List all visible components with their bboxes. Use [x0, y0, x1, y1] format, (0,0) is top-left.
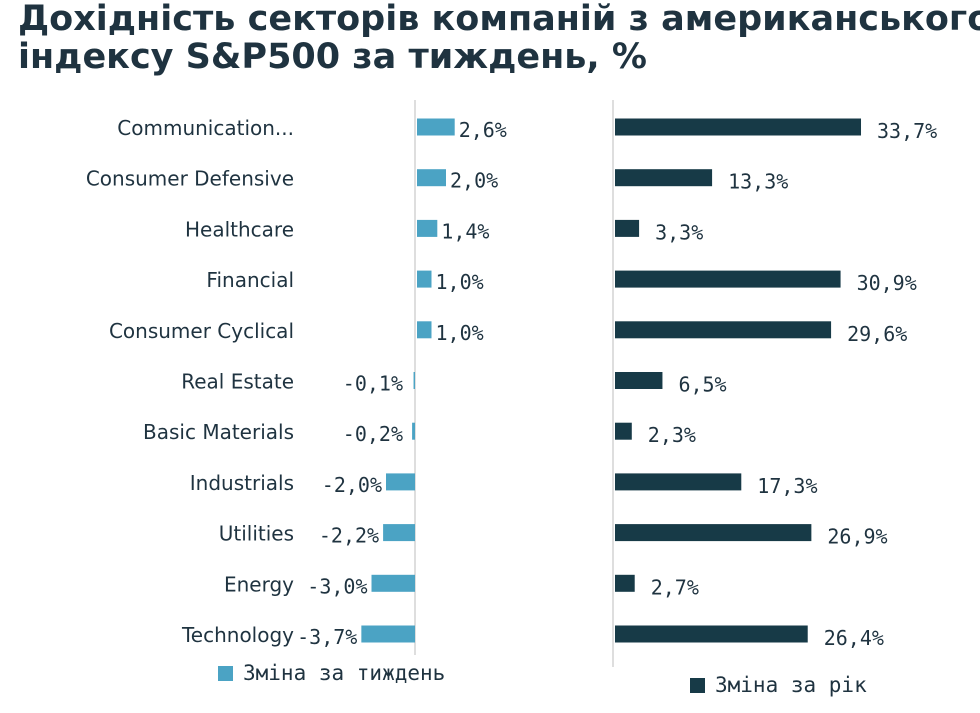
bar-weekly: [417, 219, 438, 237]
bar-yearly: [615, 473, 742, 491]
data-label-yearly: 2,3%: [648, 423, 696, 447]
bar-yearly: [615, 372, 663, 389]
data-label-yearly: 29,6%: [847, 322, 907, 346]
bar-weekly: [417, 169, 446, 187]
category-label: Consumer Defensive: [86, 167, 294, 191]
data-label-yearly: 30,9%: [857, 271, 917, 295]
bar-yearly: [615, 321, 832, 339]
bar-yearly: [615, 422, 632, 440]
legend-label-weekly: Зміна за тиждень: [243, 661, 446, 685]
data-label-weekly: -3,7%: [297, 625, 357, 649]
data-label-yearly: 26,9%: [827, 525, 887, 549]
category-label: Technology: [181, 623, 294, 647]
data-label-yearly: 13,3%: [728, 170, 788, 194]
bar-weekly: [412, 422, 415, 440]
data-label-weekly: -2,2%: [319, 524, 379, 548]
data-label-weekly: 1,0%: [436, 270, 484, 294]
data-label-weekly: -0,2%: [343, 422, 403, 446]
category-label: Healthcare: [185, 217, 294, 241]
bar-weekly: [383, 524, 415, 542]
bar-weekly: [417, 270, 432, 288]
category-label: Consumer Cyclical: [109, 319, 294, 343]
legend-label-yearly: Зміна за рік: [715, 673, 867, 697]
data-label-weekly: 2,6%: [459, 118, 507, 142]
category-label: Financial: [206, 268, 294, 292]
category-label: Industrials: [190, 471, 294, 495]
data-label-weekly: -3,0%: [307, 574, 367, 598]
bar-yearly: [615, 118, 862, 136]
data-label-yearly: 6,5%: [678, 373, 726, 397]
data-label-yearly: 2,7%: [651, 575, 699, 599]
bar-yearly: [615, 219, 640, 237]
category-label: Real Estate: [181, 370, 294, 394]
data-label-weekly: 2,0%: [450, 169, 498, 193]
bar-yearly: [615, 270, 841, 288]
bar-yearly: [615, 625, 808, 643]
data-label-weekly: -2,0%: [322, 473, 382, 497]
bar-yearly: [615, 169, 713, 187]
data-label-weekly: 1,4%: [441, 219, 489, 243]
legend-swatch-weekly: [218, 665, 233, 681]
data-label-weekly: -0,1%: [343, 372, 403, 396]
data-label-weekly: 1,0%: [436, 321, 484, 345]
bar-weekly: [386, 473, 415, 491]
legend-swatch-yearly: [690, 677, 705, 693]
category-label: Energy: [224, 572, 294, 596]
bar-yearly: [615, 524, 812, 542]
category-label: Communication...: [117, 116, 294, 140]
bar-weekly: [417, 321, 432, 339]
data-label-yearly: 17,3%: [757, 474, 817, 498]
category-label: Utilities: [219, 522, 294, 546]
data-label-yearly: 3,3%: [655, 220, 703, 244]
chart-title-line-2: індексу S&P500 за тиждень, %: [18, 37, 647, 77]
bar-weekly: [371, 574, 415, 592]
legend-item-weekly: Зміна за тиждень: [218, 661, 445, 685]
bar-weekly: [413, 372, 415, 389]
bar-yearly: [615, 574, 635, 592]
bar-weekly: [417, 118, 455, 136]
category-label: Basic Materials: [143, 420, 294, 444]
bar-weekly: [361, 625, 415, 643]
data-label-yearly: 33,7%: [877, 119, 937, 143]
legend-item-yearly: Зміна за рік: [690, 673, 867, 697]
data-label-yearly: 26,4%: [824, 626, 884, 650]
chart-title: Дохідність секторів компаній з американс…: [18, 0, 980, 77]
chart-title-line-1: Дохідність секторів компаній з американс…: [18, 0, 980, 39]
